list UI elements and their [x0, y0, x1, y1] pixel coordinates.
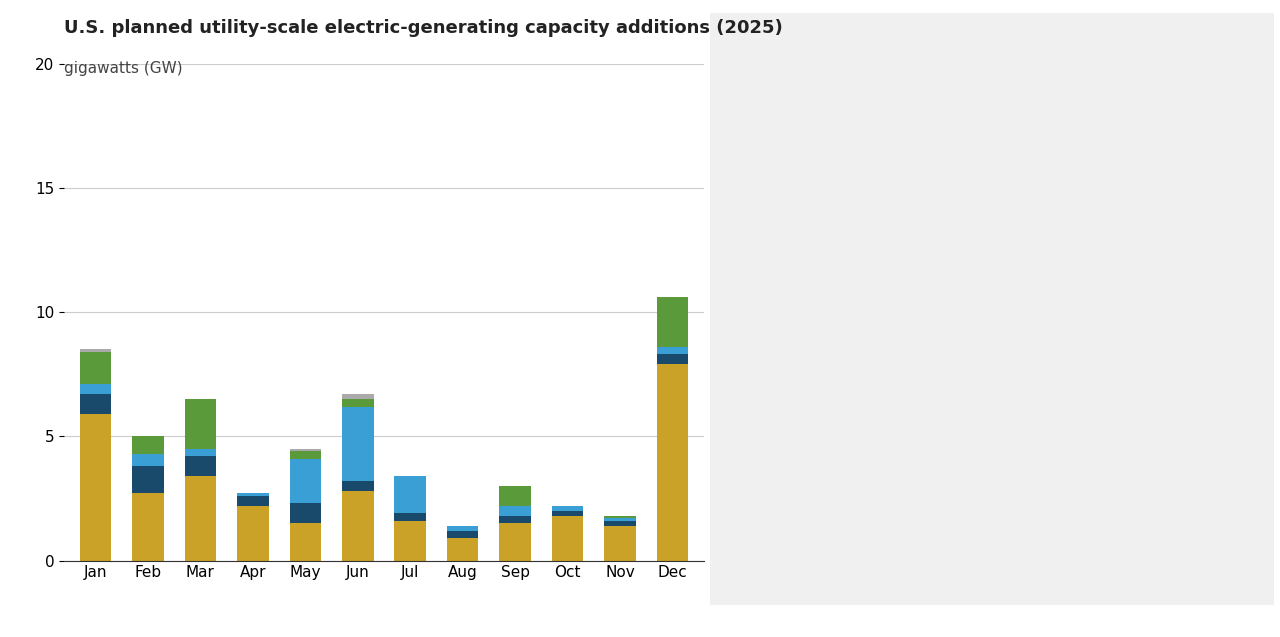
Bar — [184, 476, 216, 561]
Bar — [657, 364, 689, 561]
Bar — [604, 519, 636, 521]
Text: gas: gas — [781, 234, 814, 252]
Bar — [342, 394, 374, 399]
Bar — [237, 506, 269, 561]
Bar — [342, 491, 374, 561]
Text: U.S. planned utility-scale electric-generating capacity additions (2025): U.S. planned utility-scale electric-gene… — [64, 19, 783, 37]
Text: gigawatts (GW): gigawatts (GW) — [64, 61, 183, 76]
Bar — [132, 466, 164, 494]
Bar — [499, 506, 531, 516]
Wedge shape — [863, 127, 986, 234]
Bar — [657, 297, 689, 347]
Bar — [184, 399, 216, 448]
Bar — [552, 516, 584, 561]
Text: 29%: 29% — [896, 396, 940, 413]
Bar — [447, 538, 479, 561]
Bar — [499, 486, 531, 506]
Text: 63 GW: 63 GW — [934, 278, 1037, 305]
Bar — [657, 347, 689, 354]
Text: 7.7 GW: 7.7 GW — [836, 126, 892, 141]
Text: wind: wind — [841, 90, 886, 109]
Text: eia: eia — [1188, 32, 1231, 57]
Wedge shape — [963, 127, 1165, 485]
Bar — [447, 526, 479, 531]
Wedge shape — [819, 175, 918, 269]
Text: storage: storage — [780, 503, 851, 521]
Bar — [604, 526, 636, 561]
Text: 0.2 GW: 0.2 GW — [1140, 120, 1197, 136]
Bar — [499, 516, 531, 524]
Wedge shape — [806, 240, 973, 483]
Text: 52%: 52% — [1085, 306, 1129, 324]
Bar — [552, 506, 584, 511]
Text: 32.5 GW: 32.5 GW — [1140, 467, 1207, 482]
Text: 12%: 12% — [956, 171, 997, 189]
Bar — [79, 349, 111, 352]
Bar — [394, 513, 426, 521]
Bar — [289, 503, 321, 524]
Bar — [499, 524, 531, 561]
Bar — [184, 448, 216, 456]
Text: 0%: 0% — [1066, 187, 1092, 202]
Bar — [132, 454, 164, 466]
Bar — [289, 448, 321, 451]
Text: 18.2 GW: 18.2 GW — [782, 539, 849, 554]
Bar — [289, 459, 321, 503]
Text: solar: solar — [1151, 431, 1197, 449]
Text: all other: all other — [1137, 90, 1201, 105]
Bar — [289, 524, 321, 561]
Text: 4.4 GW: 4.4 GW — [769, 273, 826, 288]
Bar — [342, 406, 374, 481]
Bar — [79, 414, 111, 561]
Bar — [394, 476, 426, 513]
Bar — [604, 516, 636, 519]
Bar — [184, 456, 216, 476]
Text: 7%: 7% — [873, 247, 901, 264]
Bar — [237, 496, 269, 506]
Bar — [79, 352, 111, 384]
Bar — [447, 531, 479, 538]
Bar — [289, 451, 321, 459]
Text: natural: natural — [764, 198, 831, 216]
Text: battery: battery — [781, 467, 850, 485]
Text: 2025 total: 2025 total — [943, 329, 1028, 347]
Bar — [132, 436, 164, 454]
Bar — [604, 521, 636, 526]
Bar — [552, 511, 584, 516]
Bar — [342, 481, 374, 491]
Bar — [79, 384, 111, 394]
Bar — [394, 521, 426, 561]
Bar — [657, 354, 689, 364]
Bar — [237, 494, 269, 496]
Bar — [79, 394, 111, 414]
Bar — [132, 494, 164, 561]
Bar — [342, 399, 374, 406]
